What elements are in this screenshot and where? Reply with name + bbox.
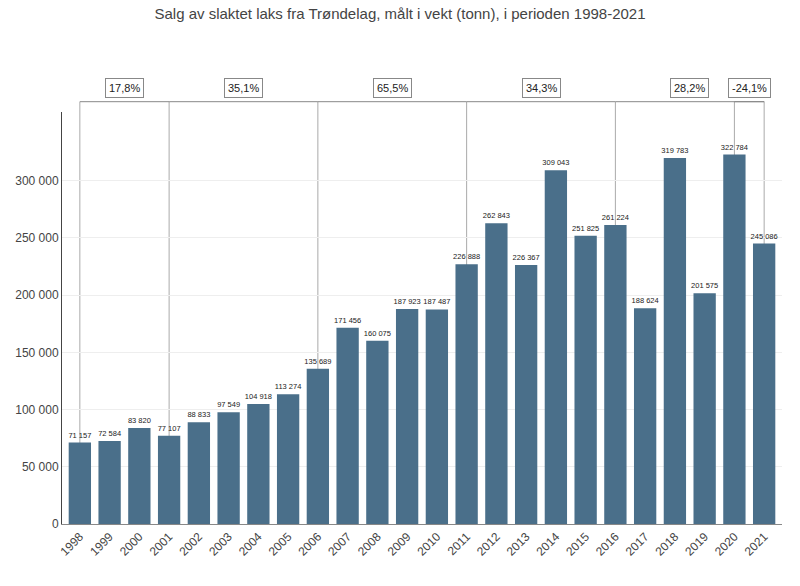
svg-text:2018: 2018 [652, 530, 681, 559]
svg-text:2003: 2003 [206, 530, 235, 559]
svg-text:2015: 2015 [563, 530, 592, 559]
svg-text:50 000: 50 000 [22, 460, 59, 474]
svg-text:2001: 2001 [147, 530, 176, 559]
svg-text:104 918: 104 918 [245, 392, 272, 401]
svg-text:77 107: 77 107 [158, 424, 181, 433]
svg-text:Salg av slaktet laks fra Trønd: Salg av slaktet laks fra Trøndelag, målt… [154, 5, 645, 22]
svg-text:300 000: 300 000 [15, 174, 59, 188]
svg-text:1999: 1999 [87, 530, 116, 559]
svg-text:135 689: 135 689 [304, 357, 331, 366]
svg-text:188 624: 188 624 [632, 296, 659, 305]
svg-text:160 075: 160 075 [364, 329, 391, 338]
svg-text:2002: 2002 [176, 530, 205, 559]
svg-text:28,2%: 28,2% [674, 82, 705, 94]
svg-text:72 584: 72 584 [98, 429, 121, 438]
svg-text:261 224: 261 224 [602, 213, 629, 222]
svg-text:34,3%: 34,3% [526, 82, 557, 94]
svg-text:2010: 2010 [414, 530, 443, 559]
svg-text:113 274: 113 274 [275, 382, 302, 391]
svg-text:65,5%: 65,5% [377, 82, 408, 94]
svg-text:201 575: 201 575 [691, 281, 718, 290]
svg-text:-24,1%: -24,1% [732, 82, 767, 94]
svg-text:309 043: 309 043 [542, 158, 569, 167]
svg-text:97 549: 97 549 [217, 400, 240, 409]
svg-text:0: 0 [52, 517, 59, 531]
svg-text:2021: 2021 [742, 530, 771, 559]
svg-text:2017: 2017 [623, 530, 652, 559]
svg-text:187 487: 187 487 [423, 297, 450, 306]
svg-text:200 000: 200 000 [15, 288, 59, 302]
svg-text:251 825: 251 825 [572, 224, 599, 233]
svg-text:2012: 2012 [474, 530, 503, 559]
svg-text:2000: 2000 [117, 530, 146, 559]
svg-text:2007: 2007 [325, 530, 354, 559]
svg-text:2020: 2020 [712, 530, 741, 559]
svg-text:187 923: 187 923 [394, 297, 421, 306]
svg-text:250 000: 250 000 [15, 231, 59, 245]
svg-text:71 157: 71 157 [68, 431, 91, 440]
svg-text:322 784: 322 784 [721, 143, 748, 152]
svg-text:2009: 2009 [385, 530, 414, 559]
svg-text:171 456: 171 456 [334, 316, 361, 325]
svg-text:88 833: 88 833 [187, 410, 210, 419]
svg-text:2005: 2005 [266, 530, 295, 559]
svg-text:2004: 2004 [236, 530, 265, 559]
svg-text:35,1%: 35,1% [228, 82, 259, 94]
svg-text:2008: 2008 [355, 530, 384, 559]
svg-text:83 820: 83 820 [128, 416, 151, 425]
svg-text:245 086: 245 086 [751, 232, 778, 241]
svg-text:226 888: 226 888 [453, 252, 480, 261]
svg-text:17,8%: 17,8% [109, 82, 140, 94]
svg-text:319 783: 319 783 [661, 146, 688, 155]
svg-text:2013: 2013 [504, 530, 533, 559]
svg-text:100 000: 100 000 [15, 403, 59, 417]
svg-text:2019: 2019 [682, 530, 711, 559]
svg-text:2016: 2016 [593, 530, 622, 559]
svg-text:226 367: 226 367 [513, 253, 540, 262]
svg-text:2006: 2006 [295, 530, 324, 559]
svg-text:2014: 2014 [533, 530, 562, 559]
svg-text:150 000: 150 000 [15, 346, 59, 360]
svg-text:1998: 1998 [57, 530, 86, 559]
svg-text:262 843: 262 843 [483, 211, 510, 220]
svg-text:2011: 2011 [445, 530, 473, 558]
